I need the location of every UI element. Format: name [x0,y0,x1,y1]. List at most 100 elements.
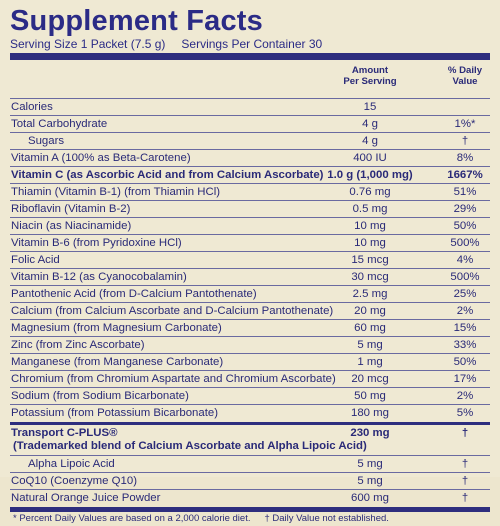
nutrient-daily-value: 500% [450,237,480,249]
nutrient-name: CoQ10 (Coenzyme Q10) [11,475,137,487]
nutrient-row: Thiamin (Vitamin B-1) (from Thiamin HCl)… [10,184,490,201]
nutrient-amount: 0.76 mg [349,186,391,198]
nutrient-row: Vitamin B-6 (from Pyridoxine HCl) 10 mg 50… [10,235,490,252]
nutrient-row: Niacin (as Niacinamide) 10 mg 50% [10,218,490,235]
nutrient-daily-value: † [461,492,469,504]
nutrient-amount: 600 mg [351,492,389,504]
nutrient-name: Niacin (as Niacinamide) [11,220,132,232]
nutrient-row: Zinc (from Zinc Ascorbate) 5 mg 33% [10,337,490,354]
serving-info: Serving Size 1 Packet (7.5 g) Servings P… [10,37,490,51]
nutrient-amount: 10 mg [354,220,386,232]
mid-rule [10,422,490,425]
nutrient-daily-value: 15% [453,322,477,334]
nutrient-name: Magnesium (from Magnesium Carbonate) [11,322,222,334]
nutrient-amount: 180 mg [351,407,389,419]
nutrient-row: Alpha Lipoic Acid 5 mg † [10,456,490,473]
nutrient-row: Magnesium (from Magnesium Carbonate) 60 m… [10,320,490,337]
nutrient-name: Zinc (from Zinc Ascorbate) [11,339,145,351]
nutrient-name: Calories [11,101,53,113]
nutrient-name: Vitamin C (as Ascorbic Acid and from Cal… [11,169,324,181]
footnotes: * Percent Daily Values are based on a 2,… [10,512,490,526]
blend-amount: 230 mg [350,427,390,439]
amount-header: Amount Per Serving [343,65,397,87]
nutrient-amount: 5 mg [357,339,383,351]
nutrient-name: Potassium (from Potassium Bicarbonate) [11,407,219,419]
nutrient-daily-value: 50% [453,356,477,368]
nutrient-row: Calories 15 [10,99,490,116]
blend-name: Transport C-PLUS® (Trademarked blend of … [11,427,367,453]
nutrient-daily-value: 8% [456,152,474,164]
nutrient-amount: 5 mg [357,475,383,487]
nutrient-daily-value: 29% [453,203,477,215]
nutrient-daily-value: 33% [453,339,477,351]
nutrient-row: Folic Acid 15 mcg 4% [10,252,490,269]
dv-header: % Daily Value [447,65,483,87]
nutrient-amount: 400 IU [353,152,387,164]
nutrient-daily-value: 2% [456,390,474,402]
footnote-calories: * Percent Daily Values are based on a 2,… [13,513,251,524]
nutrient-name: Thiamin (Vitamin B-1) (from Thiamin HCl) [11,186,221,198]
nutrient-amount: 50 mg [354,390,386,402]
nutrient-amount: 15 [363,101,377,113]
nutrient-row: CoQ10 (Coenzyme Q10) 5 mg † [10,473,490,490]
nutrient-daily-value: 1667% [447,169,483,181]
nutrient-daily-value: 51% [453,186,477,198]
nutrient-row: Manganese (from Manganese Carbonate) 1 mg… [10,354,490,371]
nutrient-daily-value: 5% [456,407,474,419]
serving-size: Serving Size 1 Packet (7.5 g) [10,37,166,51]
nutrient-name: Vitamin B-6 (from Pyridoxine HCl) [11,237,182,249]
nutrient-row: Vitamin C (as Ascorbic Acid and from Cal… [10,167,490,184]
nutrient-name: Riboflavin (Vitamin B-2) [11,203,131,215]
nutrient-amount: 1.0 g (1,000 mg) [327,169,413,181]
nutrient-daily-value: 4% [456,254,474,266]
blend-dv: † [461,427,469,439]
nutrient-daily-value: 500% [450,271,480,283]
nutrient-row: Riboflavin (Vitamin B-2) 0.5 mg 29% [10,201,490,218]
nutrient-daily-value: 17% [453,373,477,385]
nutrient-row: Vitamin B-12 (as Cyanocobalamin) 30 mcg 50… [10,269,490,286]
supplement-facts-panel: Supplement Facts Serving Size 1 Packet (… [10,5,490,524]
nutrient-amount: 20 mcg [351,373,389,385]
nutrient-name: Vitamin B-12 (as Cyanocobalamin) [11,271,187,283]
blend-name-line2: (Trademarked blend of Calcium Ascorbate … [13,440,367,452]
nutrient-name: Natural Orange Juice Powder [11,492,161,504]
nutrient-row: Sugars 4 g † [10,133,490,150]
nutrient-daily-value: † [461,135,469,147]
nutrient-daily-value: 1%* [454,118,476,130]
nutrient-name: Alpha Lipoic Acid [28,458,115,470]
nutrient-name: Sugars [28,135,65,147]
footnote-dv: † Daily Value not established. [264,513,389,524]
column-header: Amount Per Serving % Daily Value [10,60,490,99]
nutrient-rows: Calories 15 Total Carbohydrate 4 g 1%* Sugars… [10,99,490,422]
nutrient-amount: 5 mg [357,458,383,470]
nutrient-amount: 1 mg [357,356,383,368]
nutrient-amount: 20 mg [354,305,386,317]
nutrient-row: Natural Orange Juice Powder 600 mg † [10,490,490,507]
nutrient-amount: 4 g [362,118,378,130]
blend-row: Transport C-PLUS® (Trademarked blend of … [10,425,490,456]
nutrient-amount: 0.5 mg [352,203,388,215]
nutrient-amount: 4 g [362,135,378,147]
nutrient-daily-value: 50% [453,220,477,232]
blend-name-line1: Transport C-PLUS® [11,427,118,439]
nutrient-amount: 60 mg [354,322,386,334]
nutrient-row: Calcium (from Calcium Ascorbate and D-Ca… [10,303,490,320]
nutrient-daily-value: † [461,475,469,487]
nutrient-name: Manganese (from Manganese Carbonate) [11,356,224,368]
nutrient-name: Sodium (from Sodium Bicarbonate) [11,390,189,402]
nutrient-row: Vitamin A (100% as Beta-Carotene) 400 IU 8… [10,150,490,167]
nutrient-daily-value: 25% [453,288,477,300]
nutrient-amount: 30 mcg [351,271,389,283]
nutrient-name: Vitamin A (100% as Beta-Carotene) [11,152,191,164]
nutrient-row: Pantothenic Acid (from D-Calcium Pantoth… [10,286,490,303]
nutrient-name: Folic Acid [11,254,60,266]
panel-title: Supplement Facts [10,5,263,37]
nutrient-name: Pantothenic Acid (from D-Calcium Pantoth… [11,288,257,300]
blend-component-rows: Alpha Lipoic Acid 5 mg † CoQ10 (Coenzyme Q1… [10,456,490,507]
nutrient-row: Chromium (from Chromium Aspartate and Ch… [10,371,490,388]
nutrient-row: Total Carbohydrate 4 g 1%* [10,116,490,133]
servings-per-container: Servings Per Container 30 [181,37,323,51]
nutrient-name: Total Carbohydrate [11,118,108,130]
nutrient-row: Potassium (from Potassium Bicarbonate) 18… [10,405,490,422]
nutrient-row: Sodium (from Sodium Bicarbonate) 50 mg 2% [10,388,490,405]
